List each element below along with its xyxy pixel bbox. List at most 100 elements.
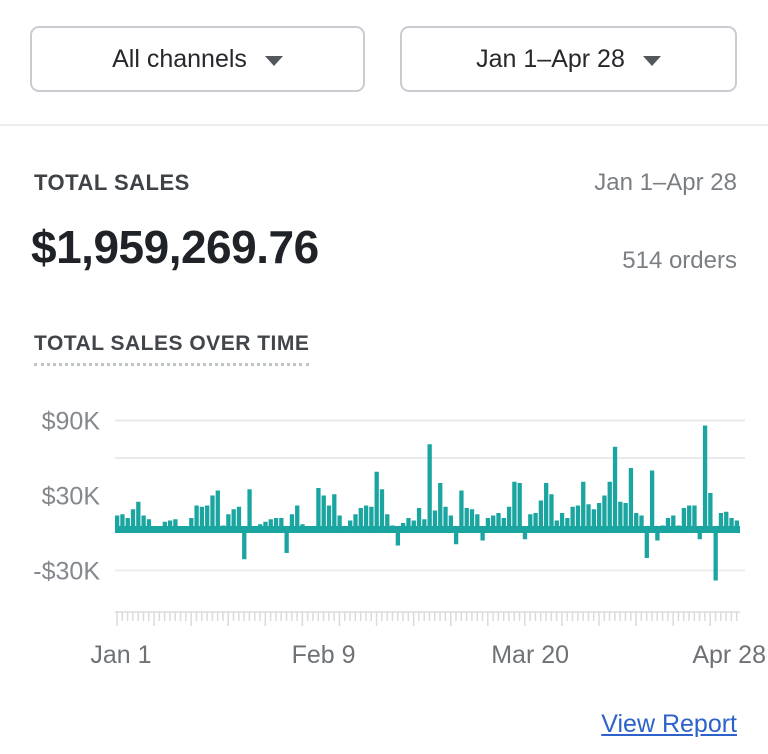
bar [136, 501, 141, 533]
bar [623, 503, 628, 533]
bar [596, 503, 602, 533]
bar [316, 488, 321, 533]
bar [729, 518, 734, 533]
bar [289, 514, 295, 533]
bar [379, 489, 385, 533]
bar [475, 514, 480, 533]
bar [559, 513, 565, 533]
total-sales-title: TOTAL SALES [34, 170, 190, 195]
bar [448, 515, 453, 533]
bar [671, 515, 676, 533]
bar [210, 495, 215, 533]
bar [618, 501, 623, 533]
x-axis-label: Jan 1 [90, 641, 151, 669]
bar [528, 514, 533, 533]
bar [120, 514, 125, 533]
date-range-filter-button[interactable]: Jan 1–Apr 28 [400, 26, 737, 92]
bar [273, 518, 279, 533]
view-report-link[interactable]: View Report [601, 710, 737, 738]
bar [602, 495, 607, 533]
bar [385, 514, 390, 533]
bar [167, 520, 173, 533]
bar [586, 504, 591, 533]
bar [676, 525, 681, 533]
bar [453, 533, 459, 545]
bar [332, 494, 337, 533]
bar [178, 528, 183, 533]
y-axis-label: $30K [42, 483, 101, 511]
bar [183, 526, 189, 533]
bar [353, 514, 358, 533]
date-range-filter-label: Jan 1–Apr 28 [476, 44, 625, 73]
bar [565, 518, 570, 533]
bar [533, 513, 538, 533]
sales-over-time-title: TOTAL SALES OVER TIME [34, 332, 310, 366]
bar [173, 519, 178, 533]
total-sales-date-range: Jan 1–Apr 28 [594, 169, 737, 196]
bar [644, 533, 649, 558]
total-sales-value: $1,959,269.76 [31, 221, 319, 273]
bar [194, 505, 199, 533]
x-axis-label: Apr 28 [692, 641, 766, 669]
bar [363, 505, 369, 533]
chevron-down-icon [264, 56, 283, 66]
bar [226, 514, 231, 533]
bar [581, 481, 586, 533]
y-axis-label: $90K [42, 408, 101, 436]
bar [459, 490, 464, 533]
bar [702, 425, 708, 533]
bar [295, 505, 300, 533]
bar [130, 509, 136, 533]
bar [469, 509, 475, 533]
bar [591, 509, 596, 533]
bar [718, 513, 724, 533]
bar [348, 520, 353, 533]
x-axis-label: Feb 9 [292, 641, 356, 669]
bar [268, 519, 273, 533]
bar [443, 506, 448, 533]
bar [300, 524, 305, 533]
orders-count: 514 orders [622, 247, 737, 274]
bar [549, 494, 554, 533]
bar [480, 533, 485, 541]
bar [512, 481, 517, 533]
bar [708, 493, 713, 533]
bar [247, 489, 252, 533]
bar [263, 521, 268, 533]
bar [554, 520, 559, 533]
bar [491, 515, 496, 533]
bar [724, 511, 729, 533]
bar [231, 509, 236, 533]
bar [369, 506, 374, 533]
bar [628, 468, 634, 533]
bar [713, 533, 718, 581]
bar [321, 495, 326, 533]
bar [279, 518, 284, 533]
x-axis-label: Mar 20 [491, 641, 569, 669]
channel-filter-label: All channels [112, 44, 247, 73]
bar [422, 519, 427, 533]
bar [687, 505, 692, 533]
bar [607, 481, 612, 533]
bar [681, 508, 687, 533]
bar [660, 525, 665, 533]
bar [199, 506, 205, 533]
bar [432, 510, 438, 533]
bar [390, 525, 395, 533]
bar [427, 444, 432, 533]
bar [517, 483, 522, 533]
bar [146, 519, 152, 533]
bar [284, 533, 289, 553]
bar [501, 518, 506, 533]
bar [506, 506, 512, 533]
bar [697, 533, 702, 540]
bar [401, 523, 406, 533]
bar [692, 505, 697, 533]
bar [438, 483, 443, 533]
bar [655, 533, 660, 541]
channel-filter-button[interactable]: All channels [30, 26, 365, 92]
bar [544, 483, 549, 533]
bar [416, 508, 422, 533]
bar [220, 525, 226, 533]
bar [395, 533, 401, 546]
